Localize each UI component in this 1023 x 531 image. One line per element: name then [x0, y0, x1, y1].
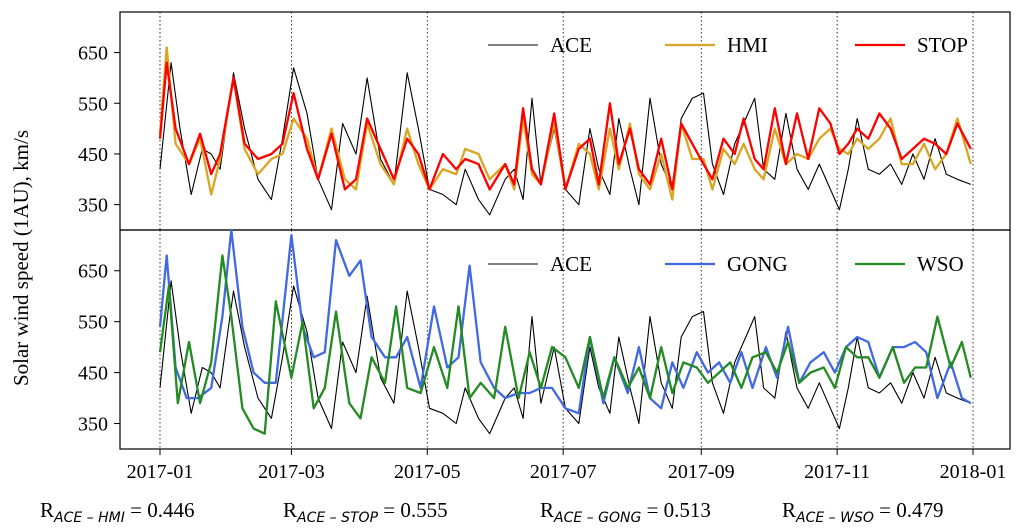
y-tick-label: 550: [78, 312, 108, 334]
legend-label-wso: WSO: [917, 252, 964, 276]
y-tick-label: 550: [78, 93, 108, 115]
x-tick-label: 2017-09: [668, 461, 735, 483]
x-tick-label: 2017-11: [804, 461, 870, 483]
top-panel: 350 450 550 650 ACE HMI STOP: [78, 11, 1011, 231]
series-line-ace: [159, 62, 971, 216]
correlation-symbol: R: [40, 498, 55, 522]
correlation-subscript: ACE – STOP: [297, 510, 379, 526]
y-tick-label: 650: [78, 43, 108, 65]
x-axis: 2017-01 2017-03 2017-05 2017-07 2017-09 2017-…: [127, 449, 1007, 483]
y-tick-label: 350: [78, 195, 108, 217]
y-tick-label: 450: [78, 144, 108, 166]
correlation-ace-gong: RACE – GONG = 0.513: [540, 498, 711, 526]
x-tick-label: 2017-03: [258, 461, 325, 483]
legend-label-ace: ACE: [550, 252, 592, 276]
x-tick-label: 2017-07: [530, 461, 597, 483]
correlation-ace-wso: RACE – WSO = 0.479: [782, 498, 944, 526]
bottom-panel: 350 450 550 650 ACE GONG WSO: [78, 228, 1011, 450]
correlation-value: = 0.479: [873, 498, 944, 522]
y-axis-label: Solar wind speed (1AU), km/s: [9, 130, 33, 386]
correlation-symbol: R: [283, 498, 298, 522]
correlation-value: = 0.513: [641, 498, 711, 522]
legend-label-stop: STOP: [917, 33, 968, 57]
x-tick-label: 2017-01: [127, 461, 194, 483]
correlation-subscript: ACE – GONG: [554, 510, 642, 526]
x-tick-label: 2018-01: [940, 461, 1007, 483]
series-line-ace: [159, 280, 971, 435]
x-tick-label: 2017-05: [394, 461, 461, 483]
panel-frame: [119, 229, 1011, 450]
legend-label-ace: ACE: [550, 33, 592, 57]
correlation-value: = 0.555: [378, 498, 448, 522]
y-tick-label: 450: [78, 363, 108, 385]
correlation-ace-hmi: RACE – HMI = 0.446: [40, 498, 195, 526]
legend-label-gong: GONG: [727, 252, 788, 276]
correlation-subscript: ACE – HMI: [54, 510, 125, 526]
legend-label-hmi: HMI: [727, 33, 768, 57]
series-line-wso: [158, 254, 972, 435]
correlation-symbol: R: [540, 498, 555, 522]
correlation-stats: RACE – HMI = 0.446 RACE – STOP = 0.555 R…: [0, 490, 1023, 530]
correlation-symbol: R: [782, 498, 797, 522]
correlation-value: = 0.446: [124, 498, 195, 522]
solar-wind-chart: Solar wind speed (1AU), km/s 350 450 550 65…: [9, 11, 1011, 483]
series-line-hmi: [158, 46, 972, 201]
correlation-subscript: ACE – WSO: [796, 510, 874, 526]
correlation-ace-stop: RACE – STOP = 0.555: [283, 498, 448, 526]
y-tick-label: 350: [78, 414, 108, 436]
series-line-gong: [158, 228, 972, 415]
y-tick-label: 650: [78, 261, 108, 283]
series-line-stop: [158, 61, 972, 191]
